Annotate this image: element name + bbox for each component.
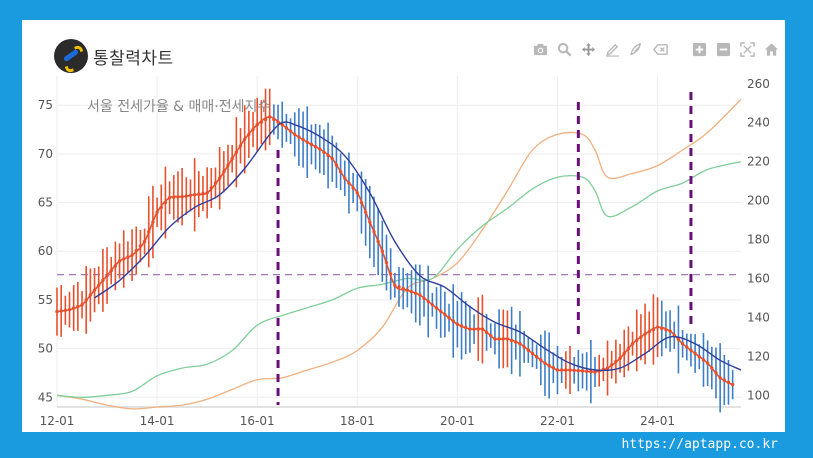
brand-logo	[54, 39, 88, 73]
zoom-icon[interactable]	[557, 42, 572, 57]
zoom-out-icon[interactable]	[716, 42, 731, 57]
y-left-tick-label: 50	[38, 342, 53, 356]
pan-icon[interactable]	[581, 42, 596, 57]
y-left-tick-label: 70	[38, 147, 53, 161]
y-right-tick-label: 240	[747, 116, 770, 130]
chart-title: 서울 전세가율 & 매매·전세지수	[87, 99, 270, 115]
x-tick-label: 20-01	[440, 414, 475, 428]
x-tick-label: 24-01	[640, 414, 675, 428]
y-left-tick-label: 55	[38, 293, 53, 307]
y-right-tick-label: 100	[747, 388, 770, 402]
camera-icon[interactable]	[533, 42, 548, 57]
draw-line-icon[interactable]	[605, 42, 620, 57]
x-tick-label: 14-01	[140, 414, 175, 428]
y-right-tick-label: 200	[747, 194, 770, 208]
brand-name: 통찰력차트	[93, 48, 174, 69]
y-right-tick-label: 180	[747, 233, 770, 247]
draw-freeform-icon[interactable]	[629, 42, 644, 57]
zoom-in-icon[interactable]	[692, 42, 707, 57]
series-line-jeonse-ratio-ma	[94, 121, 742, 372]
x-tick-label: 12-01	[40, 414, 75, 428]
watermark-url: https://aptapp.co.kr	[621, 437, 778, 452]
y-left-tick-label: 75	[38, 98, 53, 112]
reset-axes-icon[interactable]	[764, 42, 779, 57]
candle	[401, 267, 405, 310]
autoscale-icon[interactable]	[740, 42, 755, 57]
x-tick-label: 16-01	[240, 414, 275, 428]
x-tick-label: 22-01	[540, 414, 575, 428]
brand: 통찰력차트	[54, 36, 174, 76]
y-left-tick-label: 45	[38, 390, 53, 404]
y-right-tick-label: 160	[747, 271, 770, 285]
chart-toolbar	[533, 42, 779, 57]
y-left-tick-label: 65	[38, 196, 53, 210]
y-right-tick-label: 260	[747, 77, 770, 91]
x-tick-label: 18-01	[340, 414, 375, 428]
erase-shape-icon[interactable]	[653, 42, 668, 57]
y-right-tick-label: 120	[747, 349, 770, 363]
y-right-tick-label: 220	[747, 155, 770, 169]
series-line-jeonse-index	[56, 98, 742, 410]
y-left-tick-label: 60	[38, 244, 53, 258]
y-right-tick-label: 140	[747, 310, 770, 324]
series-line-jeonse-ratio	[56, 116, 734, 386]
